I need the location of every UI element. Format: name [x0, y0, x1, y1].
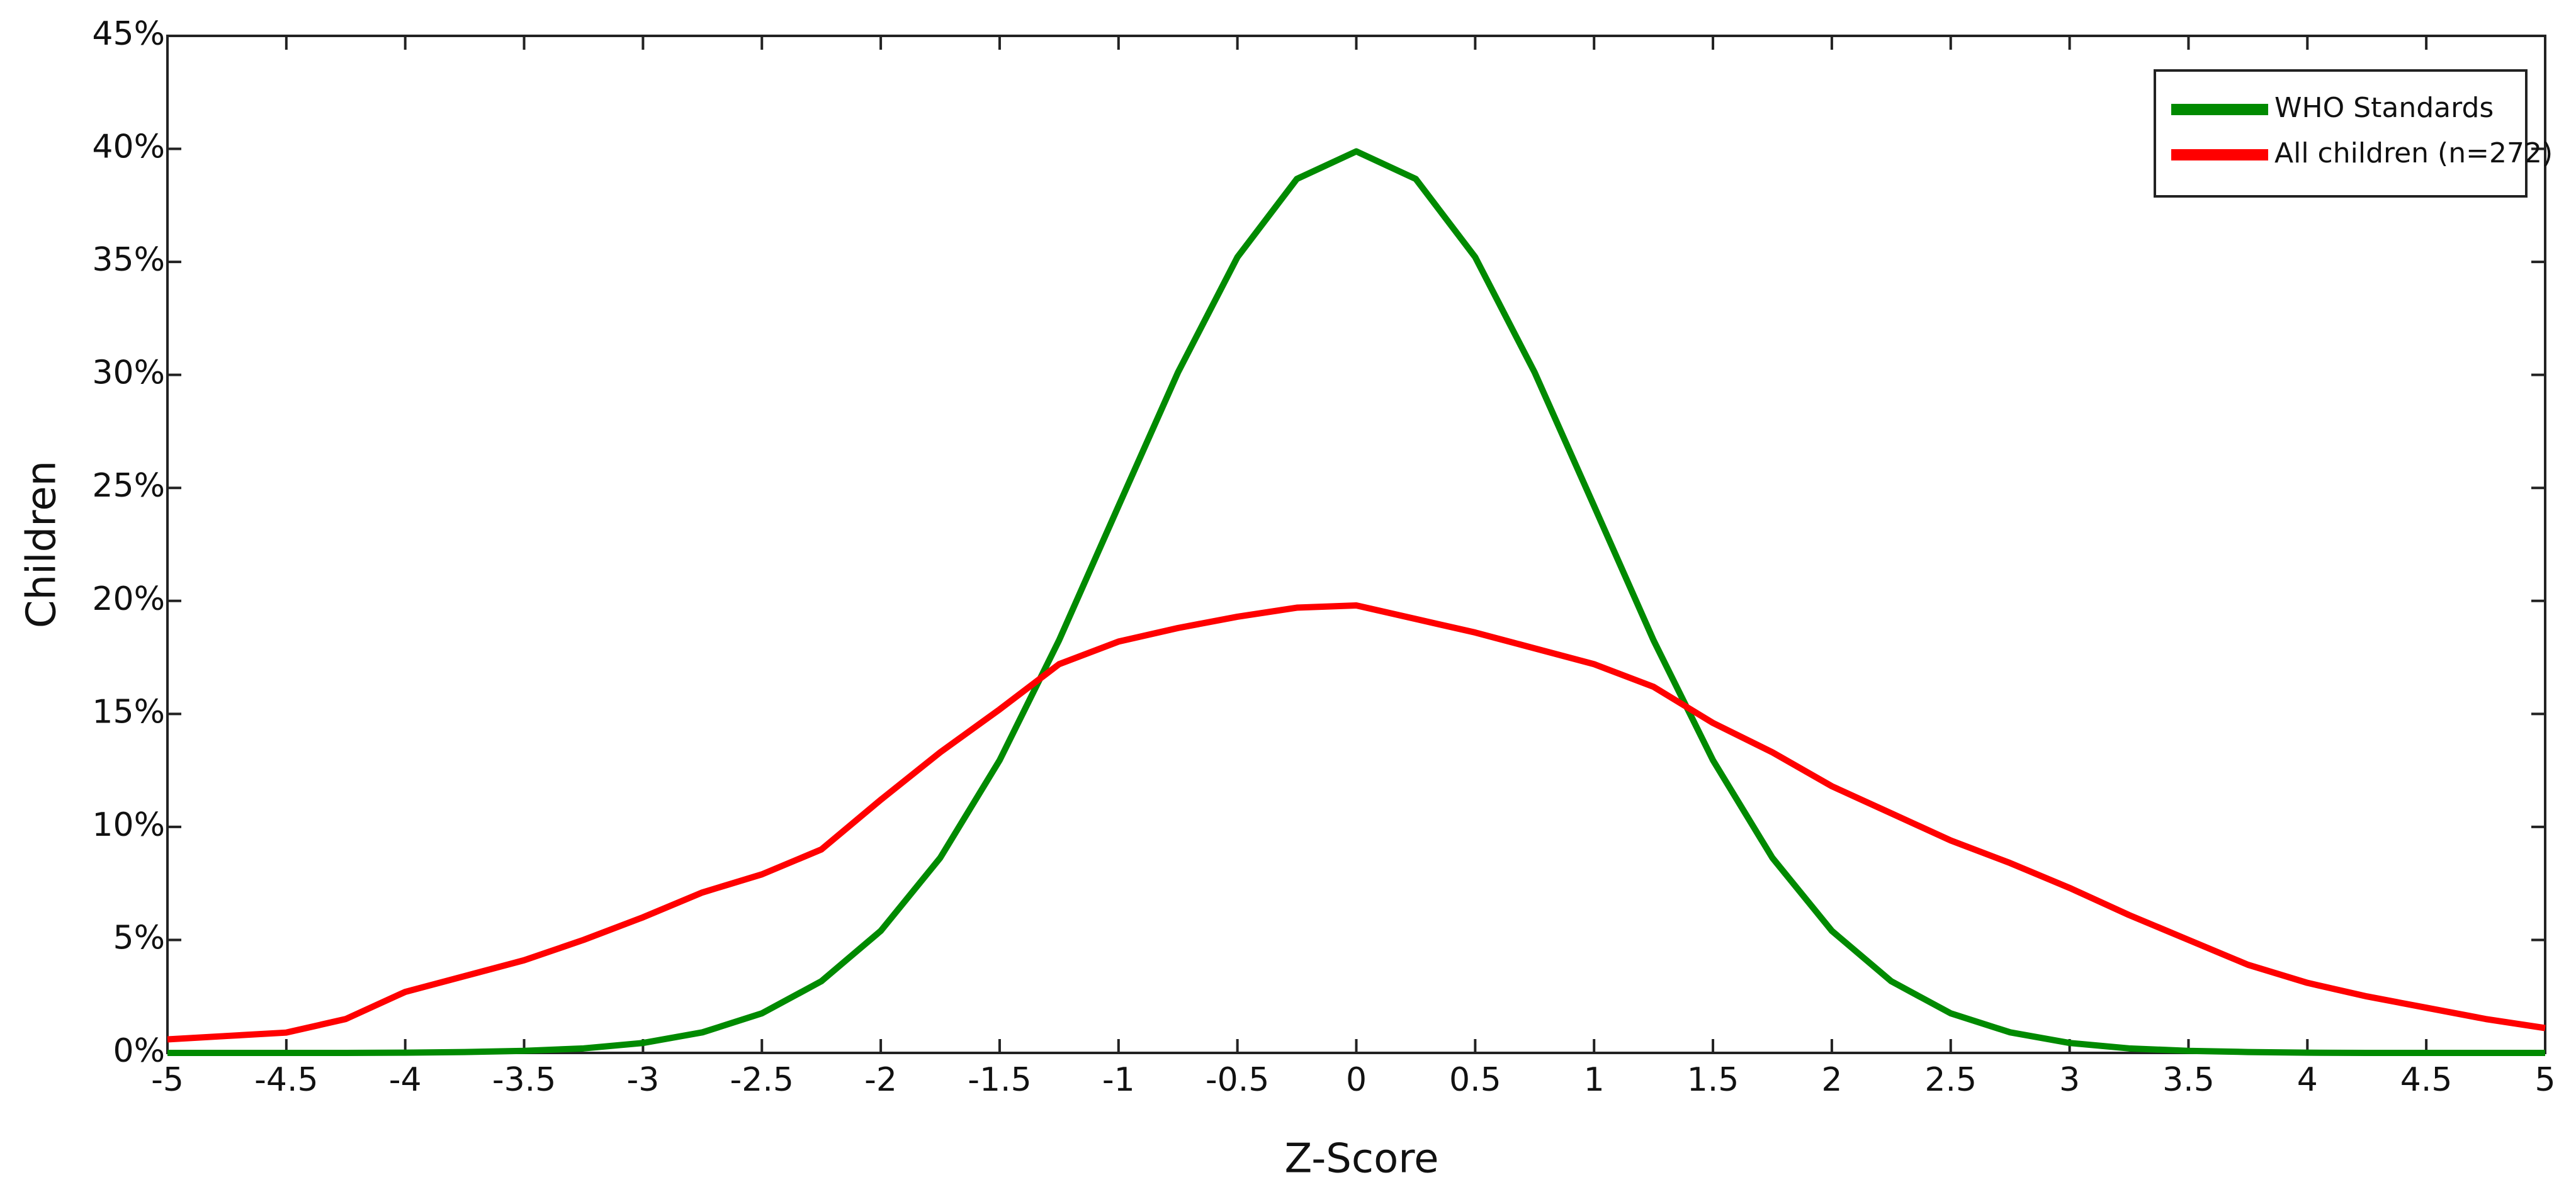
series-line — [167, 148, 2545, 1056]
x-tick-label: 3 — [2059, 1061, 2080, 1099]
legend-label: WHO Standards — [2274, 92, 2494, 124]
x-tick-label: -4 — [389, 1061, 422, 1099]
y-tick-label: 25% — [92, 467, 165, 505]
x-tick-label: 0 — [1346, 1061, 1367, 1099]
y-axis-title: Children — [19, 461, 65, 628]
series-line — [167, 602, 2546, 1043]
y-tick-label: 15% — [92, 693, 165, 731]
y-tick-label: 0% — [113, 1032, 166, 1070]
x-tick-label: -0.5 — [1206, 1061, 1269, 1099]
x-tick-label: 3.5 — [2162, 1061, 2215, 1099]
x-tick-label: -5 — [151, 1061, 184, 1099]
x-tick-label: 0.5 — [1449, 1061, 1501, 1099]
legend: WHO Standards All children (n=272) — [2154, 69, 2553, 198]
x-tick-label: 1.5 — [1687, 1061, 1739, 1099]
legend-label: All children (n=272) — [2274, 137, 2553, 169]
x-tick-label: -4.5 — [254, 1061, 318, 1099]
x-tick-label: 4.5 — [2400, 1061, 2453, 1099]
legend-box — [2154, 69, 2528, 198]
y-tick-label: 40% — [92, 128, 165, 166]
x-tick-label: -1.5 — [968, 1061, 1031, 1099]
x-tick-label: 2 — [1821, 1061, 1842, 1099]
x-tick-label: 2.5 — [1924, 1061, 1977, 1099]
x-axis-title: Z-Score — [1284, 1136, 1438, 1183]
y-tick-label: 20% — [92, 580, 165, 618]
x-tick-label: 1 — [1584, 1061, 1605, 1099]
x-tick-label: -3.5 — [492, 1061, 556, 1099]
x-tick-label: -3 — [626, 1061, 659, 1099]
x-tick-label: 4 — [2297, 1061, 2318, 1099]
y-tick-label: 30% — [92, 354, 165, 392]
y-tick-label: 45% — [92, 15, 165, 53]
y-tick-label: 5% — [113, 919, 166, 957]
y-tick-label: 10% — [92, 806, 165, 844]
x-tick-label: -2 — [864, 1061, 897, 1099]
x-tick-label: 5 — [2534, 1061, 2555, 1099]
y-tick-label: 35% — [92, 241, 165, 279]
x-tick-label: -1 — [1102, 1061, 1135, 1099]
x-tick-label: -2.5 — [730, 1061, 794, 1099]
